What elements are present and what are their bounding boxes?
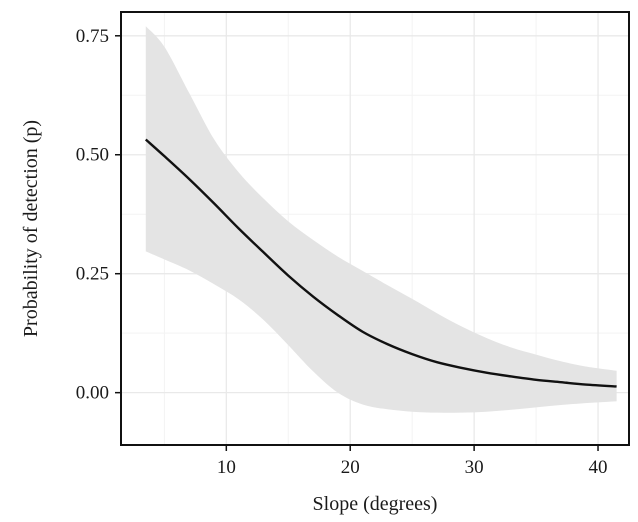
- y-axis: 0.00 0.25 0.50 0.75: [76, 26, 121, 404]
- x-tick-label: 40: [589, 457, 608, 478]
- y-tick-label: 0.75: [76, 26, 109, 47]
- fitted-line: [144, 138, 617, 388]
- x-tick-label: 30: [465, 457, 484, 478]
- plot-frame: [120, 11, 630, 446]
- x-axis: 10 20 30 40: [217, 445, 608, 478]
- x-tick-label: 10: [217, 457, 236, 478]
- x-axis-title: Slope (degrees): [313, 493, 438, 515]
- y-tick-label: 0.50: [76, 145, 109, 166]
- y-axis-title: Probability of detection (p): [20, 120, 42, 337]
- x-tick-label: 20: [341, 457, 360, 478]
- confidence-band: [145, 26, 617, 413]
- y-tick-label: 0.25: [76, 264, 109, 285]
- y-tick-label: 0.00: [76, 383, 109, 404]
